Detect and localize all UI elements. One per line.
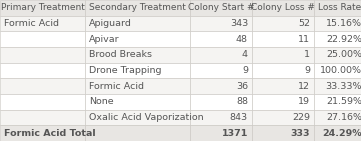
- Bar: [252, 31, 314, 47]
- Text: Formic Acid: Formic Acid: [4, 19, 59, 28]
- Bar: [314, 16, 361, 31]
- Bar: [0, 94, 85, 110]
- Text: 33.33%: 33.33%: [326, 82, 361, 91]
- Bar: [0, 110, 85, 125]
- Bar: [190, 47, 252, 63]
- Bar: [252, 47, 314, 63]
- Text: 15.16%: 15.16%: [326, 19, 361, 28]
- Text: 88: 88: [236, 97, 248, 106]
- Bar: [85, 31, 190, 47]
- Text: 229: 229: [292, 113, 310, 122]
- Bar: [314, 125, 361, 141]
- Bar: [0, 125, 85, 141]
- Text: None: None: [89, 97, 114, 106]
- Text: 1: 1: [304, 50, 310, 59]
- Text: 9: 9: [242, 66, 248, 75]
- Text: Apivar: Apivar: [89, 35, 119, 44]
- Text: Loss Rate: Loss Rate: [318, 3, 361, 12]
- Text: 25.00%: 25.00%: [326, 50, 361, 59]
- Text: 19: 19: [298, 97, 310, 106]
- Bar: [314, 63, 361, 78]
- Bar: [190, 63, 252, 78]
- Bar: [190, 31, 252, 47]
- Bar: [0, 78, 85, 94]
- Text: 843: 843: [230, 113, 248, 122]
- Bar: [252, 94, 314, 110]
- Bar: [0, 31, 85, 47]
- Text: Secondary Treatment: Secondary Treatment: [89, 3, 186, 12]
- Bar: [0, 0, 85, 16]
- Bar: [252, 0, 314, 16]
- Text: 21.59%: 21.59%: [326, 97, 361, 106]
- Bar: [190, 78, 252, 94]
- Text: Colony Loss #: Colony Loss #: [251, 3, 315, 12]
- Bar: [85, 110, 190, 125]
- Bar: [85, 125, 190, 141]
- Text: 343: 343: [230, 19, 248, 28]
- Bar: [85, 0, 190, 16]
- Bar: [314, 78, 361, 94]
- Bar: [190, 94, 252, 110]
- Text: 11: 11: [298, 35, 310, 44]
- Text: 27.16%: 27.16%: [326, 113, 361, 122]
- Text: Drone Trapping: Drone Trapping: [89, 66, 161, 75]
- Bar: [314, 94, 361, 110]
- Bar: [0, 47, 85, 63]
- Bar: [190, 110, 252, 125]
- Bar: [314, 0, 361, 16]
- Bar: [85, 47, 190, 63]
- Text: 1371: 1371: [222, 129, 248, 138]
- Text: 24.29%: 24.29%: [322, 129, 361, 138]
- Bar: [314, 110, 361, 125]
- Text: Colony Start #: Colony Start #: [188, 3, 254, 12]
- Text: 333: 333: [291, 129, 310, 138]
- Text: 36: 36: [236, 82, 248, 91]
- Bar: [0, 16, 85, 31]
- Bar: [314, 31, 361, 47]
- Text: 9: 9: [304, 66, 310, 75]
- Text: Apiguard: Apiguard: [89, 19, 132, 28]
- Bar: [85, 78, 190, 94]
- Text: Brood Breaks: Brood Breaks: [89, 50, 152, 59]
- Text: 52: 52: [298, 19, 310, 28]
- Bar: [85, 16, 190, 31]
- Text: 4: 4: [242, 50, 248, 59]
- Text: Primary Treatment: Primary Treatment: [1, 3, 84, 12]
- Bar: [85, 63, 190, 78]
- Text: Formic Acid: Formic Acid: [89, 82, 144, 91]
- Text: 22.92%: 22.92%: [326, 35, 361, 44]
- Bar: [190, 0, 252, 16]
- Text: 100.00%: 100.00%: [320, 66, 361, 75]
- Bar: [252, 16, 314, 31]
- Bar: [252, 78, 314, 94]
- Bar: [85, 94, 190, 110]
- Text: 48: 48: [236, 35, 248, 44]
- Bar: [190, 16, 252, 31]
- Bar: [190, 125, 252, 141]
- Bar: [252, 63, 314, 78]
- Bar: [314, 47, 361, 63]
- Bar: [252, 125, 314, 141]
- Text: 12: 12: [298, 82, 310, 91]
- Text: Oxalic Acid Vaporization: Oxalic Acid Vaporization: [89, 113, 204, 122]
- Bar: [0, 63, 85, 78]
- Bar: [252, 110, 314, 125]
- Text: Formic Acid Total: Formic Acid Total: [4, 129, 96, 138]
